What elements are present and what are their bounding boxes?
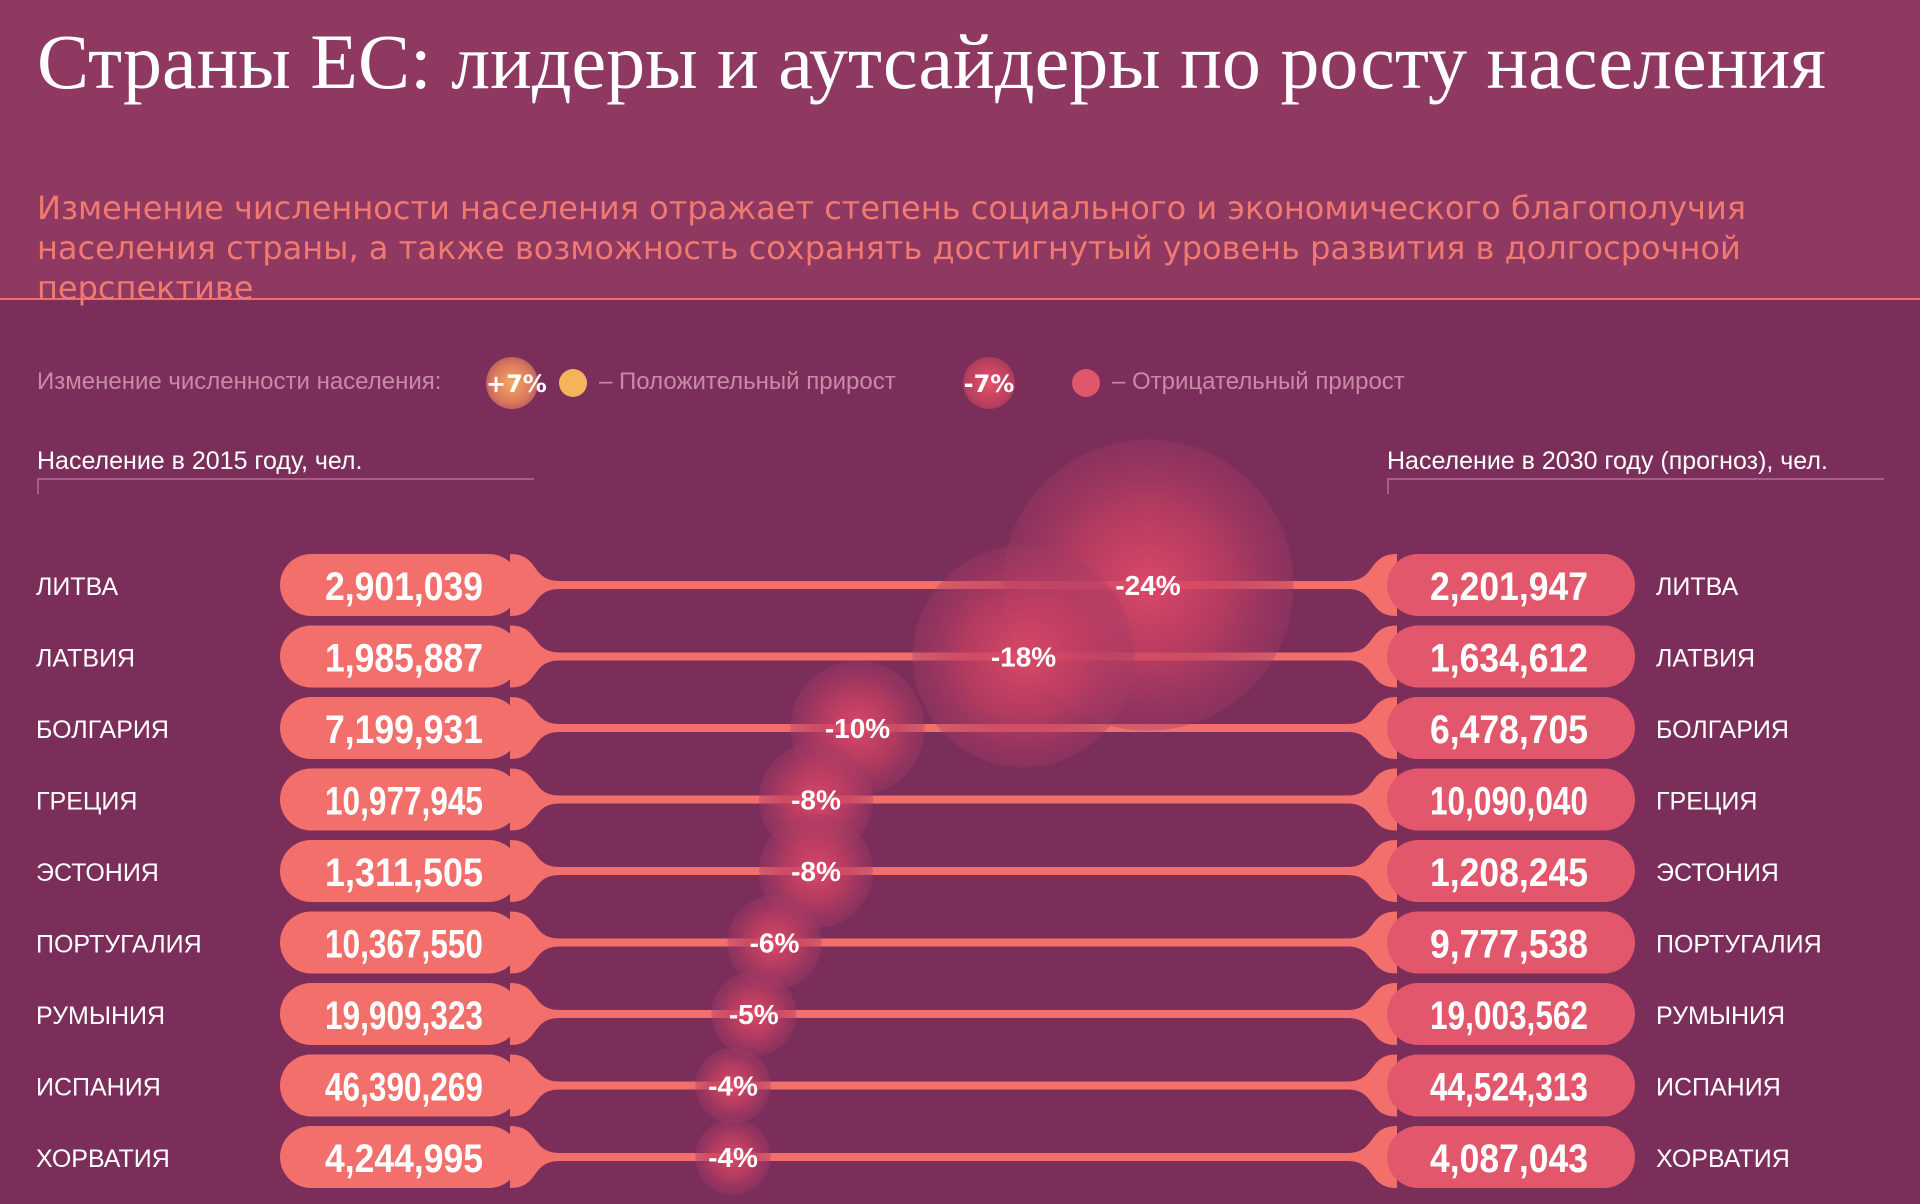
pill-2015 [280,1126,520,1188]
pill-2030 [1387,625,1635,688]
value-2030: 44,524,313 [1430,1066,1588,1110]
pill-2030 [1387,983,1635,1045]
country-label-left: ХОРВАТИЯ [36,1145,170,1173]
value-2015: 7,199,931 [325,708,483,752]
right-column-rule [1387,478,1884,494]
change-label: -5% [729,999,779,1030]
country-label-left: ЭСТОНИЯ [36,859,159,887]
page-subtitle: Изменение численности населения отражает… [37,189,1746,307]
value-2030: 2,201,947 [1430,565,1588,609]
country-label-left: ПОРТУГАЛИЯ [36,931,202,959]
value-2030: 19,003,562 [1430,994,1588,1038]
legend: Изменение численности населения: +7% – П… [37,357,1537,409]
header: Страны ЕС: лидеры и аутсайдеры по росту … [0,0,1920,307]
change-label: -10% [825,713,890,744]
value-2015: 2,901,039 [325,565,483,609]
legend-positive-dot-icon [559,369,587,397]
value-2015: 10,367,550 [325,923,483,967]
pill-2030 [1387,697,1635,759]
country-label-left: БОЛГАРИЯ [36,716,169,744]
legend-negative-text: – Отрицательный прирост [1112,368,1405,395]
value-2030: 4,087,043 [1430,1137,1588,1181]
country-label-right: ПОРТУГАЛИЯ [1656,931,1822,959]
connector-line [510,840,1397,902]
value-2015: 10,977,945 [325,780,483,824]
change-label: -8% [791,856,841,887]
country-label-left: ГРЕЦИЯ [36,788,137,816]
change-label: -8% [791,785,841,816]
change-bubble [727,895,822,990]
country-label-right: ГРЕЦИЯ [1656,788,1757,816]
country-label-right: ИСПАНИЯ [1656,1074,1781,1102]
pill-2030 [1387,911,1635,974]
value-2015: 4,244,995 [325,1137,483,1181]
value-2015: 1,985,887 [325,637,483,681]
country-label-left: ИСПАНИЯ [36,1074,161,1102]
pill-2015 [280,768,520,831]
pill-2030 [1387,768,1635,831]
pill-2015 [280,840,520,902]
pill-2015 [280,983,520,1045]
legend-label: Изменение численности населения: [37,368,442,395]
connector-line [510,983,1397,1045]
page-title: Страны ЕС: лидеры и аутсайдеры по росту … [37,18,1826,105]
value-2030: 10,090,040 [1430,780,1588,824]
value-2015: 1,311,505 [325,851,483,895]
value-2015: 19,909,323 [325,994,483,1038]
pill-2015 [280,1054,520,1117]
pill-2030 [1387,840,1635,902]
change-label: -6% [750,928,800,959]
change-label: -4% [708,1142,758,1173]
pill-2015 [280,911,520,974]
legend-negative-badge: -7% [963,357,1015,409]
connector-line [510,1054,1397,1117]
pill-2015 [280,697,520,759]
country-label-left: ЛАТВИЯ [36,645,135,673]
legend-negative-dot-icon [1072,369,1100,397]
left-column-header: Население в 2015 году, чел. [37,447,363,475]
pill-2015 [280,554,520,616]
pill-2030 [1387,1126,1635,1188]
value-2030: 6,478,705 [1430,708,1588,752]
country-label-left: РУМЫНИЯ [36,1002,165,1030]
value-2015: 46,390,269 [325,1066,483,1110]
connector-line [510,911,1397,974]
value-2030: 1,634,612 [1430,637,1588,681]
country-label-right: БОЛГАРИЯ [1656,716,1789,744]
change-bubble [912,545,1135,768]
pill-2030 [1387,554,1635,616]
change-label: -18% [991,642,1056,673]
value-2030: 9,777,538 [1430,923,1588,967]
left-column-rule [37,478,534,494]
pill-2015 [280,625,520,688]
connector-line [510,1126,1397,1188]
change-bubble [695,1047,771,1124]
connector-line [510,768,1397,831]
country-label-right: ХОРВАТИЯ [1656,1145,1790,1173]
right-column-header: Население в 2030 году (прогноз), чел. [1387,447,1828,475]
country-label-right: ЛАТВИЯ [1656,645,1755,673]
legend-positive-text: – Положительный прирост [599,368,896,395]
country-label-right: ЭСТОНИЯ [1656,859,1779,887]
pill-2030 [1387,1054,1635,1117]
change-bubble [711,971,797,1057]
country-label-left: ЛИТВА [36,573,118,601]
change-label: -4% [708,1071,758,1102]
country-label-right: ЛИТВА [1656,573,1738,601]
change-label: -24% [1115,570,1180,601]
change-bubble [695,1119,771,1195]
country-label-right: РУМЫНИЯ [1656,1002,1785,1030]
value-2030: 1,208,245 [1430,851,1588,895]
